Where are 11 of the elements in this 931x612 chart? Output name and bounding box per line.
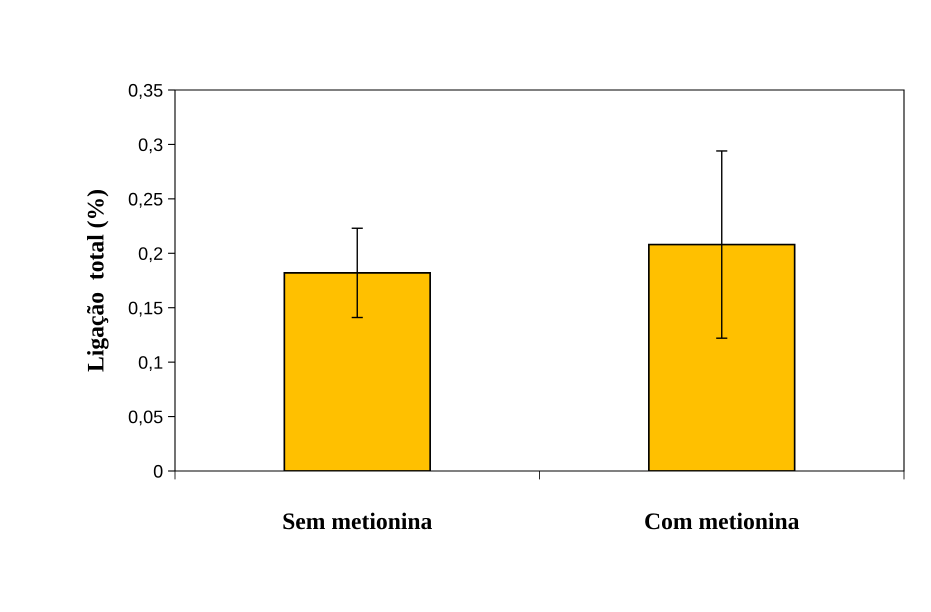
x-tick-label: Sem metionina bbox=[283, 512, 432, 530]
y-tick-label: 0 bbox=[154, 464, 162, 478]
y-tick-label: 0,05 bbox=[128, 410, 162, 426]
y-tick-label: 0,15 bbox=[128, 302, 162, 317]
y-tick-label: 0,3 bbox=[138, 138, 162, 154]
y-axis-title: Ligação total (%) bbox=[86, 190, 109, 372]
x-tick-label: Com metionina bbox=[645, 512, 800, 530]
y-tick-label: 0,35 bbox=[128, 84, 162, 99]
y-tick-label: 0,2 bbox=[138, 247, 162, 262]
y-tick-label: 0,25 bbox=[128, 192, 162, 208]
y-tick-label: 0,1 bbox=[138, 356, 162, 371]
